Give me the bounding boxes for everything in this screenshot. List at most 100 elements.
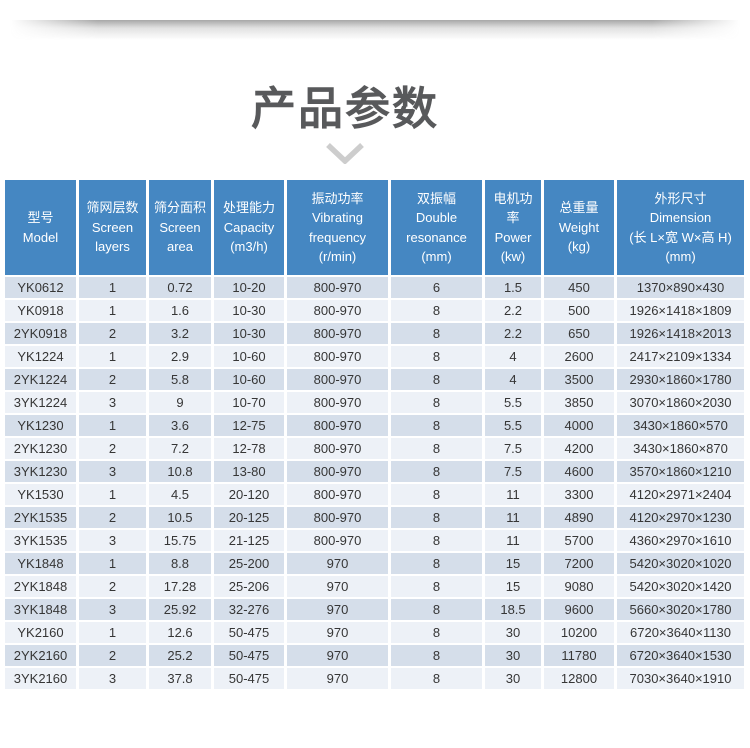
- table-cell: 970: [287, 622, 388, 643]
- table-cell: 970: [287, 553, 388, 574]
- table-cell: 30: [485, 668, 541, 689]
- table-cell: 3YK1224: [5, 392, 76, 413]
- table-cell: 32-276: [214, 599, 284, 620]
- table-cell: 11: [485, 530, 541, 551]
- table-cell: 1: [79, 622, 146, 643]
- table-cell: 10.5: [149, 507, 211, 528]
- table-cell: 3: [79, 599, 146, 620]
- table-cell: YK1224: [5, 346, 76, 367]
- table-cell: 20-125: [214, 507, 284, 528]
- table-cell: 30: [485, 622, 541, 643]
- table-cell: 800-970: [287, 461, 388, 482]
- table-cell: 21-125: [214, 530, 284, 551]
- table-cell: 9600: [544, 599, 614, 620]
- table-cell: 7.5: [485, 461, 541, 482]
- page-title: 产品参数: [250, 83, 439, 134]
- table-cell: 10-70: [214, 392, 284, 413]
- table-cell: 2: [79, 645, 146, 666]
- table-cell: 2.2: [485, 300, 541, 321]
- table-cell: 1926×1418×1809: [617, 300, 744, 321]
- table-cell: 2: [79, 323, 146, 344]
- table-cell: 800-970: [287, 300, 388, 321]
- table-cell: 2.9: [149, 346, 211, 367]
- column-header-model: 型号 Model: [5, 180, 76, 275]
- table-cell: 10-30: [214, 323, 284, 344]
- table-cell: 800-970: [287, 415, 388, 436]
- table-cell: 8: [391, 300, 482, 321]
- table-cell: 3: [79, 461, 146, 482]
- table-cell: 4: [485, 369, 541, 390]
- column-header-screen-layers: 筛网层数 Screen layers: [79, 180, 146, 275]
- table-cell: 50-475: [214, 668, 284, 689]
- table-cell: 3: [79, 668, 146, 689]
- table-cell: 3430×1860×870: [617, 438, 744, 459]
- table-cell: 8: [391, 553, 482, 574]
- table-cell: 8: [391, 576, 482, 597]
- table-cell: 2: [79, 576, 146, 597]
- table-cell: 3570×1860×1210: [617, 461, 744, 482]
- table-cell: 5660×3020×1780: [617, 599, 744, 620]
- table-cell: 11: [485, 507, 541, 528]
- table-cell: 10-20: [214, 277, 284, 298]
- table-cell: 2YK1848: [5, 576, 76, 597]
- table-cell: 1.6: [149, 300, 211, 321]
- table-cell: 4890: [544, 507, 614, 528]
- table-cell: 3: [79, 530, 146, 551]
- table-cell: 25.2: [149, 645, 211, 666]
- table-cell: 8: [391, 645, 482, 666]
- table-cell: 12800: [544, 668, 614, 689]
- table-cell: 6720×3640×1530: [617, 645, 744, 666]
- table-cell: 8: [391, 415, 482, 436]
- table-cell: 15: [485, 576, 541, 597]
- table-cell: 970: [287, 599, 388, 620]
- table-cell: 50-475: [214, 622, 284, 643]
- table-cell: 4120×2971×2404: [617, 484, 744, 505]
- table-cell: 20-120: [214, 484, 284, 505]
- table-cell: 800-970: [287, 507, 388, 528]
- title-block: 产品参数: [0, 84, 690, 169]
- table-cell: YK1848: [5, 553, 76, 574]
- table-cell: 25.92: [149, 599, 211, 620]
- table-cell: 2600: [544, 346, 614, 367]
- table-cell: 8: [391, 530, 482, 551]
- table-cell: 3: [79, 392, 146, 413]
- table-cell: 11: [485, 484, 541, 505]
- table-cell: 800-970: [287, 484, 388, 505]
- table-cell: 37.8: [149, 668, 211, 689]
- table-cell: 8: [391, 392, 482, 413]
- table-cell: 800-970: [287, 392, 388, 413]
- table-cell: 7.2: [149, 438, 211, 459]
- table-cell: 9: [149, 392, 211, 413]
- table-cell: 2: [79, 369, 146, 390]
- table-cell: 4000: [544, 415, 614, 436]
- table-cell: 8: [391, 622, 482, 643]
- table-cell: 1: [79, 300, 146, 321]
- table-cell: 5.5: [485, 415, 541, 436]
- table-cell: 8: [391, 484, 482, 505]
- table-cell: 800-970: [287, 438, 388, 459]
- table-cell: YK1230: [5, 415, 76, 436]
- table-cell: 4200: [544, 438, 614, 459]
- table-cell: 7030×3640×1910: [617, 668, 744, 689]
- table-cell: YK1530: [5, 484, 76, 505]
- table-cell: 1370×890×430: [617, 277, 744, 298]
- table-cell: 10200: [544, 622, 614, 643]
- table-cell: 800-970: [287, 277, 388, 298]
- table-cell: 10-60: [214, 346, 284, 367]
- table-cell: 10.8: [149, 461, 211, 482]
- column-header-screen-area: 筛分面积 Screen area: [149, 180, 211, 275]
- column-header-motor-power: 电机功率 Power (kw): [485, 180, 541, 275]
- table-cell: 8: [391, 507, 482, 528]
- table-cell: 25-200: [214, 553, 284, 574]
- table-cell: 800-970: [287, 369, 388, 390]
- table-cell: 50-475: [214, 645, 284, 666]
- table-cell: 4.5: [149, 484, 211, 505]
- spec-table: 型号 Model 筛网层数 Screen layers 筛分面积 Screen area 处理能…: [5, 180, 744, 689]
- table-cell: 10-60: [214, 369, 284, 390]
- table-cell: 8.8: [149, 553, 211, 574]
- table-cell: 2: [79, 507, 146, 528]
- table-cell: 650: [544, 323, 614, 344]
- table-cell: 1: [79, 484, 146, 505]
- table-cell: 1: [79, 277, 146, 298]
